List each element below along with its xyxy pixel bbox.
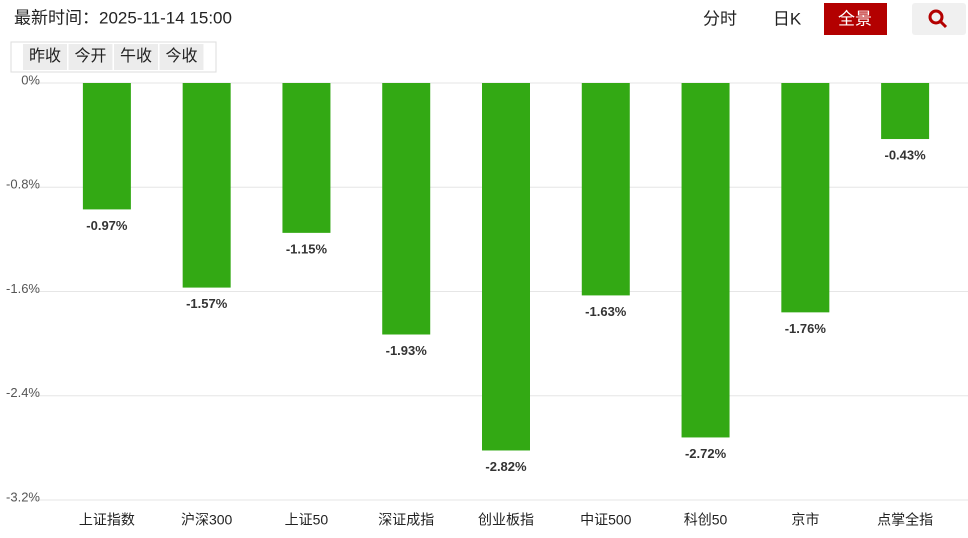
y-tick-label: -3.2% <box>6 489 40 504</box>
y-tick-label: -0.8% <box>6 177 40 192</box>
x-tick-label: 中证500 <box>580 512 632 528</box>
sub-tab-bg[interactable] <box>23 44 67 70</box>
x-tick-label: 点掌全指 <box>877 512 933 528</box>
sub-tab-bg[interactable] <box>159 44 204 70</box>
value-label: -1.93% <box>386 343 428 358</box>
value-label: -1.57% <box>186 296 228 311</box>
sub-tab-bg[interactable] <box>68 44 113 70</box>
sub-tab-bg[interactable] <box>114 44 158 70</box>
tab[interactable]: 全景 <box>838 9 872 28</box>
value-label: -1.76% <box>785 321 827 336</box>
tab[interactable]: 分时 <box>703 9 737 28</box>
bar <box>382 83 431 335</box>
tab-active-bg[interactable] <box>824 3 887 35</box>
tab-bar: 分时 日K 全景 <box>703 3 887 35</box>
x-tick-label: 创业板指 <box>478 512 534 528</box>
bar <box>182 83 231 288</box>
search-button[interactable] <box>912 3 966 35</box>
value-label: -0.97% <box>86 218 128 233</box>
update-time: 最新时间：2025-11-14 15:00 <box>14 8 232 27</box>
value-label: -0.43% <box>885 147 927 162</box>
sub-tabs: 昨收 今开 午收 今收 <box>23 44 204 70</box>
value-label: -2.82% <box>485 459 527 474</box>
sub-tab[interactable]: 昨收 <box>29 47 61 65</box>
sub-tab[interactable]: 今开 <box>74 47 106 65</box>
bar <box>482 83 530 451</box>
value-label: -1.15% <box>286 241 328 256</box>
sub-tab[interactable]: 今收 <box>165 47 197 65</box>
bar <box>581 83 630 296</box>
x-tick-label: 深证成指 <box>378 512 434 528</box>
y-tick-label: -1.6% <box>6 281 40 296</box>
y-tick-label: 0% <box>21 72 40 87</box>
search-icon <box>928 9 948 29</box>
tab[interactable]: 日K <box>773 9 802 28</box>
bar <box>282 83 331 233</box>
x-tick-label: 沪深300 <box>181 512 233 528</box>
sub-tab[interactable]: 午收 <box>120 47 152 65</box>
value-label: -2.72% <box>685 446 727 461</box>
x-tick-label: 上证指数 <box>79 512 135 528</box>
bar <box>881 83 930 140</box>
chart: 0% -0.8% -1.6% -2.4% -3.2% -0.97% 上证指数 -1.57% 沪深… <box>6 72 968 528</box>
value-label: -1.63% <box>585 304 627 319</box>
bar <box>681 83 730 438</box>
x-tick-label: 京市 <box>791 512 819 528</box>
x-tick-label: 科创50 <box>684 512 728 528</box>
bar <box>781 83 830 313</box>
x-tick-label: 上证50 <box>285 512 329 528</box>
bar <box>82 83 131 210</box>
y-tick-label: -2.4% <box>6 385 40 400</box>
